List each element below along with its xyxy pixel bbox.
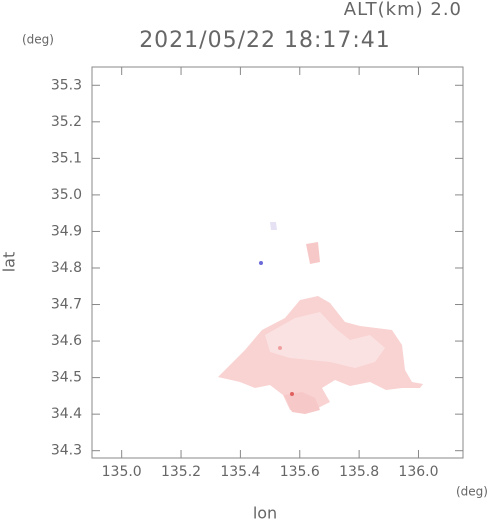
y-tick-label: 34.9	[51, 223, 82, 239]
x-tick-label: 136.0	[398, 464, 438, 480]
y-tick-label: 34.6	[51, 333, 82, 349]
y-axis-label: lat	[0, 252, 19, 273]
x-tick-label: 135.2	[161, 464, 201, 480]
y-tick-label: 34.8	[51, 260, 82, 276]
y-tick-label: 35.2	[51, 114, 82, 130]
y-unit: (deg)	[22, 33, 54, 47]
y-tick-label: 34.3	[51, 443, 82, 459]
echo	[278, 346, 282, 350]
y-tick-label: 35.0	[51, 187, 82, 203]
echo	[270, 222, 277, 230]
plot-frame	[91, 66, 464, 459]
y-tick-label: 34.7	[51, 297, 82, 313]
x-axis-label: lon	[253, 504, 277, 521]
chart-title: 2021/05/22 18:17:41	[139, 28, 391, 53]
echo-areas	[218, 222, 423, 414]
x-tick-label: 135.8	[339, 464, 379, 480]
chart-subtitle: ALT(km) 2.0	[344, 0, 462, 20]
x-tick-label: 135.4	[220, 464, 260, 480]
x-tick-label: 135.6	[280, 464, 320, 480]
x-unit: (deg)	[456, 485, 488, 499]
y-tick-label: 35.1	[51, 150, 82, 166]
y-tick-label: 34.5	[51, 370, 82, 386]
echo	[284, 392, 320, 414]
echo	[265, 312, 385, 368]
x-tick-label: 135.0	[102, 464, 142, 480]
echo	[259, 261, 263, 265]
y-tick-label: 35.3	[51, 77, 82, 93]
echo	[306, 242, 320, 264]
echo	[290, 392, 294, 396]
y-tick-label: 34.4	[51, 406, 82, 422]
